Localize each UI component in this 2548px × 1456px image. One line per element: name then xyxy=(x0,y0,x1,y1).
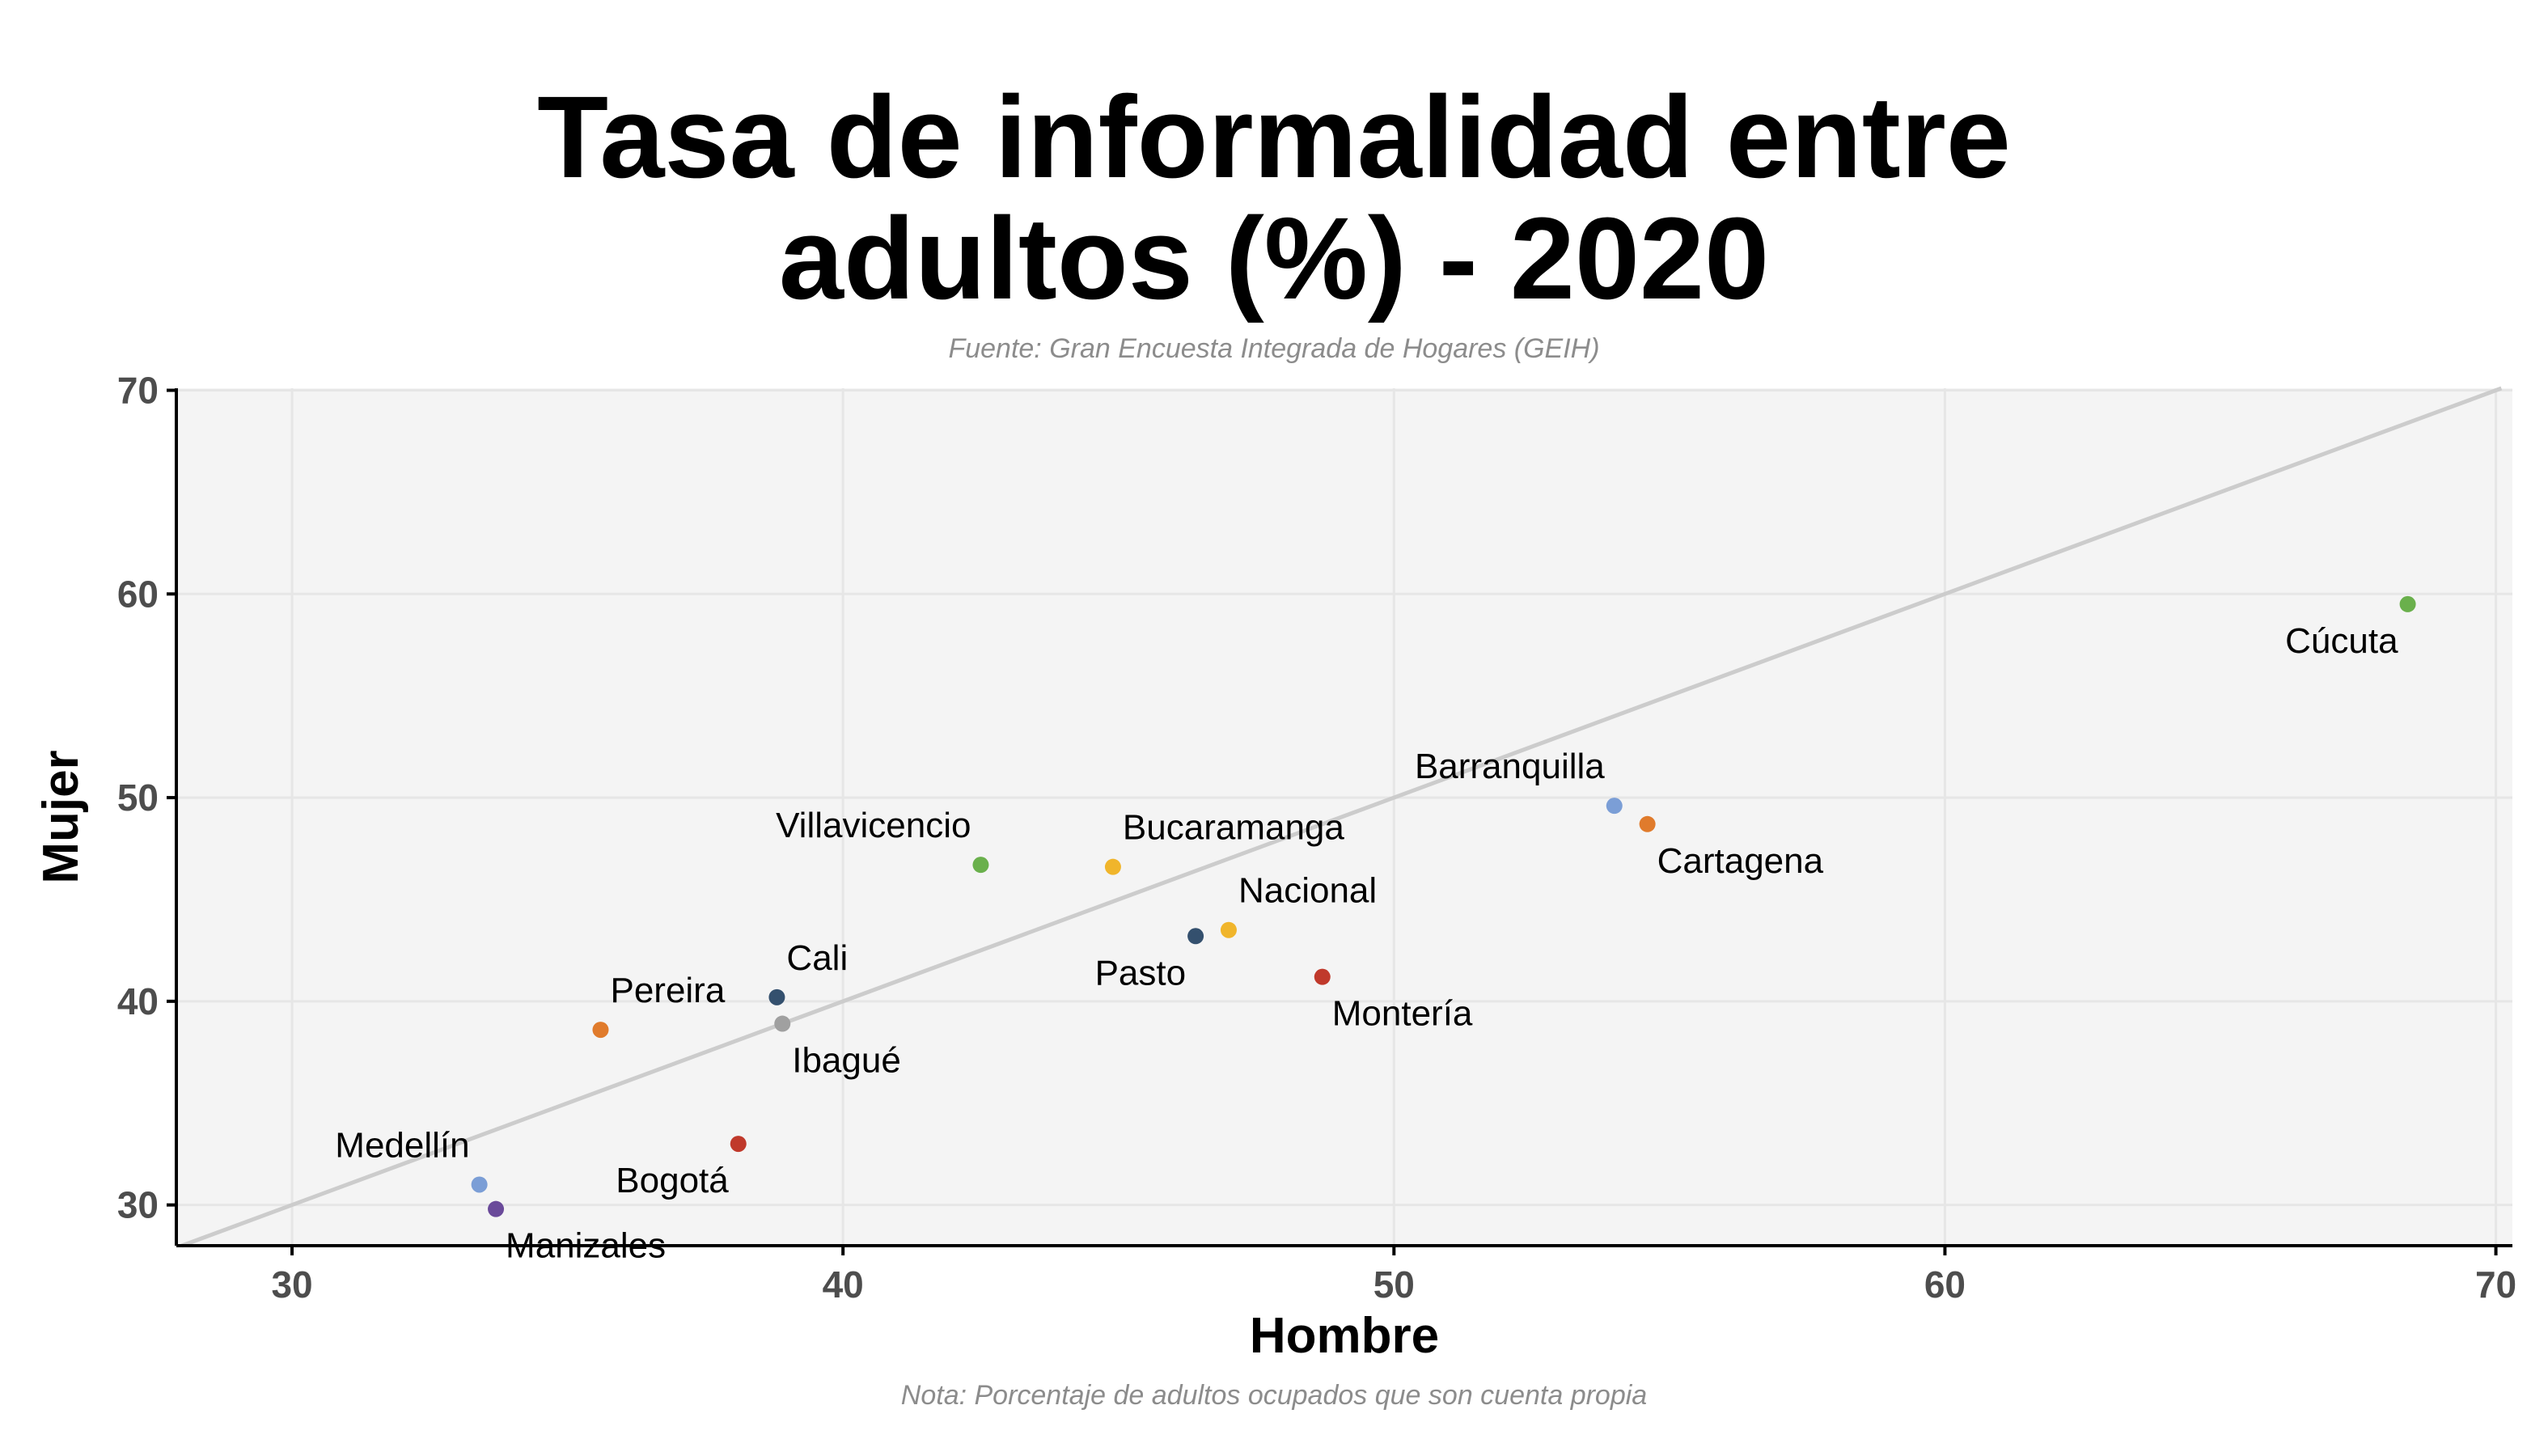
data-points xyxy=(471,595,2416,1217)
y-tick-label: 30 xyxy=(117,1184,159,1226)
point-label: Ibagué xyxy=(792,1041,901,1081)
data-point xyxy=(1220,921,1237,938)
y-axis-label: Mujer xyxy=(33,750,89,883)
x-tick-label: 30 xyxy=(271,1263,312,1306)
data-point xyxy=(488,1200,505,1217)
point-label: Pasto xyxy=(1095,953,1187,993)
data-point xyxy=(774,1015,791,1032)
y-tick-label: 60 xyxy=(117,573,159,615)
chart-title-line-2: adultos (%) - 2020 xyxy=(778,193,1770,324)
point-label: Barranquilla xyxy=(1415,747,1605,786)
point-label: Villavicencio xyxy=(776,806,971,845)
chart-title: Tasa de informalidad entre adultos (%) -… xyxy=(0,77,2548,320)
identity-reference-line xyxy=(180,386,2503,1248)
y-tick-label: 50 xyxy=(117,777,159,819)
data-point xyxy=(1606,798,1623,815)
y-tick-label: 40 xyxy=(117,980,159,1022)
point-label: Montería xyxy=(1332,994,1473,1034)
point-label: Bucaramanga xyxy=(1123,808,1344,848)
tick-labels: 30 40 50 60 70 30 40 50 60 70 xyxy=(117,370,2516,1306)
point-label: Nacional xyxy=(1238,871,1377,911)
data-point xyxy=(471,1176,488,1193)
data-point xyxy=(1187,928,1204,945)
chart-caption: Nota: Porcentaje de adultos ocupados que… xyxy=(900,1380,1648,1411)
chart-subtitle: Fuente: Gran Encuesta Integrada de Hogar… xyxy=(948,333,1600,364)
chart-title-line-1: Tasa de informalidad entre xyxy=(537,72,2011,202)
x-tick-label: 50 xyxy=(1373,1263,1415,1306)
point-label: Pereira xyxy=(610,971,725,1010)
data-point xyxy=(768,988,785,1005)
point-label: Medellín xyxy=(335,1125,469,1165)
x-tick-label: 60 xyxy=(1924,1263,1966,1306)
data-point xyxy=(1314,968,1331,985)
point-label: Bogotá xyxy=(616,1161,729,1200)
data-point xyxy=(972,857,989,874)
point-label: Cartagena xyxy=(1657,841,1824,881)
data-point xyxy=(1104,858,1121,875)
y-tick-label: 70 xyxy=(117,370,159,412)
data-point xyxy=(1639,815,1656,832)
grid-lines xyxy=(176,388,2512,1246)
x-tick-label: 40 xyxy=(823,1263,864,1306)
data-point xyxy=(2399,595,2416,612)
axes xyxy=(175,388,2512,1247)
point-label: Cúcuta xyxy=(2285,621,2398,661)
point-labels: Cúcuta Barranquilla Cartagena Villavicencio… xyxy=(335,621,2398,1266)
point-label: Manizales xyxy=(506,1226,666,1266)
point-label: Cali xyxy=(786,938,848,978)
x-axis-label: Hombre xyxy=(1250,1308,1439,1364)
data-point xyxy=(592,1022,609,1039)
x-tick-label: 70 xyxy=(2475,1263,2516,1306)
data-point xyxy=(730,1136,747,1153)
